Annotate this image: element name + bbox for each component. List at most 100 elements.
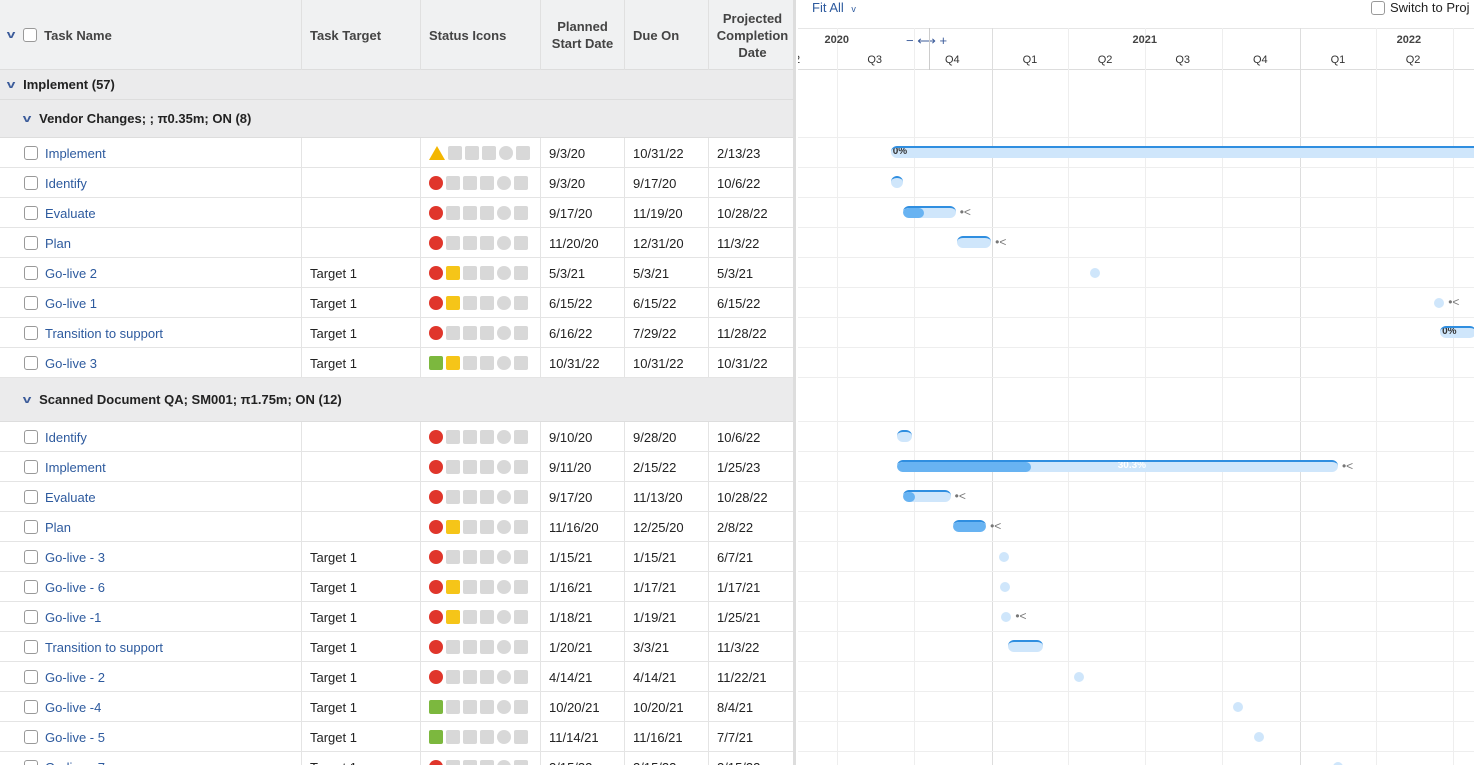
milestone-marker[interactable] xyxy=(1089,268,1100,278)
approval-check-icon[interactable] xyxy=(497,550,511,564)
milestone-marker[interactable] xyxy=(1434,298,1445,308)
note-icon[interactable] xyxy=(446,356,460,370)
approval-check-icon[interactable] xyxy=(497,670,511,684)
issue-clipboard-icon[interactable] xyxy=(480,610,494,624)
note-icon[interactable] xyxy=(448,146,462,160)
note-icon[interactable] xyxy=(446,296,460,310)
dependency-icon[interactable] xyxy=(514,640,528,654)
health-red-icon[interactable] xyxy=(429,760,443,765)
note-icon[interactable] xyxy=(446,460,460,474)
approval-check-icon[interactable] xyxy=(497,296,511,310)
issue-clipboard-icon[interactable] xyxy=(480,580,494,594)
task-name-link[interactable]: Transition to support xyxy=(45,639,164,655)
subgroup-row[interactable]: v Vendor Changes; ; π0.35m; ON (8) xyxy=(0,100,793,138)
note-icon[interactable] xyxy=(446,326,460,340)
task-bar[interactable] xyxy=(896,430,912,442)
issue-clipboard-icon[interactable] xyxy=(482,146,496,160)
issue-clipboard-icon[interactable] xyxy=(480,550,494,564)
task-row[interactable]: Implement 9/11/20 2/15/22 1/25/23 xyxy=(0,452,793,482)
issue-clipboard-icon[interactable] xyxy=(480,430,494,444)
issue-clipboard-icon[interactable] xyxy=(480,520,494,534)
group-row-implement[interactable]: v Implement (57) xyxy=(0,70,793,100)
note-icon[interactable] xyxy=(446,700,460,714)
task-row[interactable]: Implement 9/3/20 10/31/22 2/13/23 xyxy=(0,138,793,168)
dependency-icon[interactable] xyxy=(514,550,528,564)
dependency-icon[interactable] xyxy=(514,326,528,340)
task-row[interactable]: Go-live - 7Target 12/15/222/15/222/15/22 xyxy=(0,752,793,765)
issue-clipboard-icon[interactable] xyxy=(480,296,494,310)
dependency-connector-icon[interactable]: •< xyxy=(995,235,1007,249)
task-name-link[interactable]: Go-live - 7 xyxy=(45,760,105,765)
dependency-icon[interactable] xyxy=(514,236,528,250)
note-icon[interactable] xyxy=(446,640,460,654)
health-green-icon[interactable] xyxy=(429,730,443,744)
health-red-icon[interactable] xyxy=(429,490,443,504)
dependency-icon[interactable] xyxy=(514,266,528,280)
note-icon[interactable] xyxy=(446,176,460,190)
task-row[interactable]: Go-live 3 Target 1 10/31/22 10/31/22 10/31/2… xyxy=(0,348,793,378)
note-icon[interactable] xyxy=(446,236,460,250)
note-icon[interactable] xyxy=(446,520,460,534)
switch-checkbox[interactable] xyxy=(1371,0,1385,15)
task-checkbox[interactable] xyxy=(24,640,38,654)
approval-check-icon[interactable] xyxy=(499,146,513,160)
milestone-marker[interactable] xyxy=(999,582,1010,592)
task-row[interactable]: Go-live -1 Target 1 1/18/21 1/19/21 1/25/21 xyxy=(0,602,793,632)
task-bar[interactable] xyxy=(956,236,992,248)
dependency-icon[interactable] xyxy=(514,460,528,474)
task-name-link[interactable]: Evaluate xyxy=(45,489,96,505)
header-task-target[interactable]: Task Target xyxy=(302,0,421,70)
task-checkbox[interactable] xyxy=(24,550,38,564)
note-icon[interactable] xyxy=(446,266,460,280)
select-all-checkbox[interactable] xyxy=(23,28,38,42)
health-red-icon[interactable] xyxy=(429,640,443,654)
milestone-marker[interactable] xyxy=(1073,672,1084,682)
note-icon[interactable] xyxy=(446,730,460,744)
issue-clipboard-icon[interactable] xyxy=(480,326,494,340)
health-red-icon[interactable] xyxy=(429,266,443,280)
document-icon[interactable] xyxy=(463,730,477,744)
task-name-link[interactable]: Go-live 1 xyxy=(45,295,98,311)
task-checkbox[interactable] xyxy=(24,206,38,220)
task-checkbox[interactable] xyxy=(24,460,38,474)
document-icon[interactable] xyxy=(463,430,477,444)
task-row[interactable]: Evaluate 9/17/20 11/19/20 10/28/22 xyxy=(0,198,793,228)
dependency-icon[interactable] xyxy=(514,580,528,594)
task-row[interactable]: Go-live - 3 Target 1 1/15/21 1/15/21 6/7/21 xyxy=(0,542,793,572)
header-planned-start[interactable]: Planned Start Date xyxy=(541,0,625,70)
task-name-link[interactable]: Identify xyxy=(45,429,87,445)
approval-check-icon[interactable] xyxy=(497,356,511,370)
document-icon[interactable] xyxy=(463,460,477,474)
note-icon[interactable] xyxy=(446,580,460,594)
task-checkbox[interactable] xyxy=(24,490,38,504)
issue-clipboard-icon[interactable] xyxy=(480,176,494,190)
issue-clipboard-icon[interactable] xyxy=(480,236,494,250)
task-row[interactable]: Transition to support Target 1 6/16/22 7/29… xyxy=(0,318,793,348)
document-icon[interactable] xyxy=(463,670,477,684)
document-icon[interactable] xyxy=(463,490,477,504)
subgroup-row[interactable]: v Scanned Document QA; SM001; π1.75m; ON … xyxy=(0,378,793,422)
approval-check-icon[interactable] xyxy=(497,206,511,220)
dependency-connector-icon[interactable]: •< xyxy=(1341,459,1354,473)
health-red-icon[interactable] xyxy=(429,176,443,190)
document-icon[interactable] xyxy=(463,520,477,534)
task-row[interactable]: Go-live - 6 Target 1 1/16/21 1/17/21 1/17/21 xyxy=(0,572,793,602)
dependency-connector-icon[interactable]: •< xyxy=(954,489,966,503)
approval-check-icon[interactable] xyxy=(497,580,511,594)
task-row[interactable]: Identify 9/3/20 9/17/20 10/6/22 xyxy=(0,168,793,198)
task-name-link[interactable]: Go-live 2 xyxy=(45,265,98,281)
task-bar[interactable] xyxy=(890,176,903,188)
timeline-zoom-control[interactable]: − ⟷ + xyxy=(906,33,947,49)
task-checkbox[interactable] xyxy=(24,326,38,340)
dependency-icon[interactable] xyxy=(514,700,528,714)
dependency-icon[interactable] xyxy=(514,760,528,765)
document-icon[interactable] xyxy=(463,266,477,280)
issue-clipboard-icon[interactable] xyxy=(480,206,494,220)
collapse-all-chevron-icon[interactable]: v xyxy=(6,29,16,41)
issue-clipboard-icon[interactable] xyxy=(480,670,494,684)
chevron-down-icon[interactable]: v xyxy=(22,393,32,406)
task-bar[interactable] xyxy=(902,490,951,502)
dependency-icon[interactable] xyxy=(514,670,528,684)
approval-check-icon[interactable] xyxy=(497,640,511,654)
header-projected-completion[interactable]: Projected Completion Date xyxy=(716,10,789,60)
